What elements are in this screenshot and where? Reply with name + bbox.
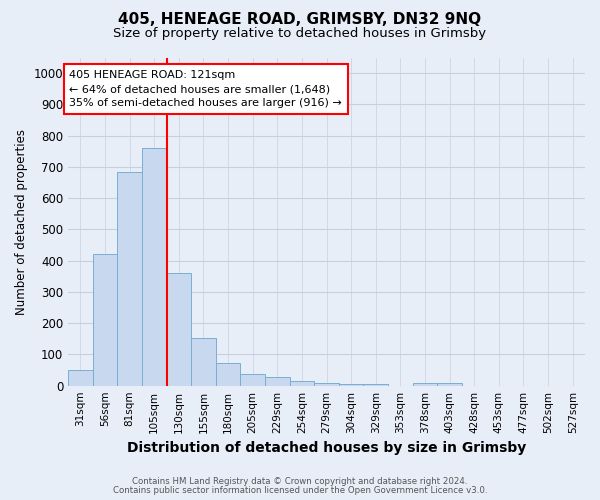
Text: Size of property relative to detached houses in Grimsby: Size of property relative to detached ho… [113, 28, 487, 40]
Bar [314, 383, 339, 386]
Bar [290, 381, 314, 386]
Text: 405 HENEAGE ROAD: 121sqm
← 64% of detached houses are smaller (1,648)
35% of sem: 405 HENEAGE ROAD: 121sqm ← 64% of detach… [69, 70, 342, 108]
Bar [364, 384, 388, 386]
Bar [167, 272, 191, 386]
Text: Contains public sector information licensed under the Open Government Licence v3: Contains public sector information licen… [113, 486, 487, 495]
Y-axis label: Number of detached properties: Number of detached properties [15, 128, 28, 314]
Bar [413, 383, 437, 386]
Text: Contains HM Land Registry data © Crown copyright and database right 2024.: Contains HM Land Registry data © Crown c… [132, 477, 468, 486]
Bar [191, 338, 216, 386]
Bar [265, 377, 290, 386]
Bar [68, 370, 92, 386]
Bar [92, 254, 117, 386]
Bar [117, 172, 142, 386]
Bar [437, 384, 462, 386]
Text: 405, HENEAGE ROAD, GRIMSBY, DN32 9NQ: 405, HENEAGE ROAD, GRIMSBY, DN32 9NQ [118, 12, 482, 28]
X-axis label: Distribution of detached houses by size in Grimsby: Distribution of detached houses by size … [127, 441, 526, 455]
Bar [216, 363, 241, 386]
Bar [339, 384, 364, 386]
Bar [241, 374, 265, 386]
Bar [142, 148, 167, 386]
